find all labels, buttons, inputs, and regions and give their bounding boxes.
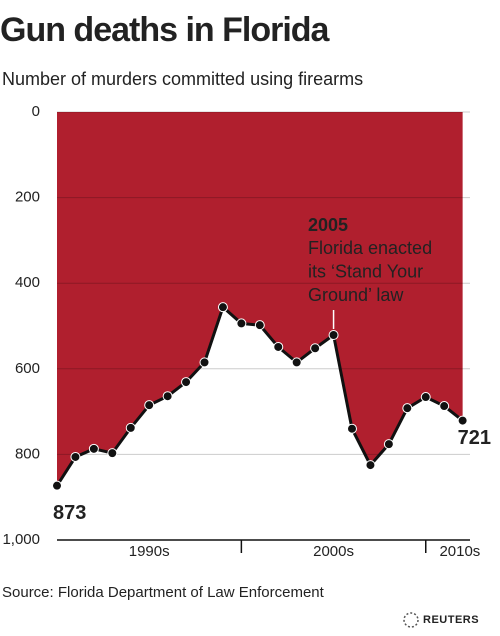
point <box>181 377 192 388</box>
y-tick-label: 400 <box>15 274 40 291</box>
point <box>52 480 62 491</box>
x-period-label: 1990s <box>129 543 170 560</box>
point <box>199 357 210 368</box>
area <box>57 112 463 486</box>
reuters-logo: REUTERS <box>403 612 479 628</box>
x-period-label: 2010s <box>439 543 480 560</box>
point <box>217 302 228 313</box>
point <box>457 415 468 426</box>
point <box>125 422 136 433</box>
point <box>383 439 394 450</box>
chart-subtitle: Number of murders committed using firear… <box>2 69 363 89</box>
x-period-label: 2000s <box>313 543 354 560</box>
point <box>328 329 339 340</box>
point <box>402 403 413 414</box>
point <box>291 357 302 368</box>
annotation-text: its ‘Stand Your <box>308 261 423 281</box>
data-label: 721 <box>458 427 491 449</box>
data-label: 873 <box>53 502 86 524</box>
point <box>88 443 99 454</box>
y-tick-label: 1,000 <box>2 531 40 548</box>
point <box>310 343 321 354</box>
y-tick-label: 0 <box>32 103 40 120</box>
annotation-title: 2005 <box>308 215 348 235</box>
logo-icon <box>403 612 419 628</box>
point <box>236 318 247 329</box>
credit: REUTERS <box>423 614 479 626</box>
annotation-text: Florida enacted <box>308 238 432 258</box>
point <box>162 391 173 402</box>
point <box>107 448 118 459</box>
y-tick-label: 200 <box>15 189 40 206</box>
source: Source: Florida Department of Law Enforc… <box>2 584 325 601</box>
y-tick-label: 800 <box>15 445 40 462</box>
annotation-text: Ground’ law <box>308 285 404 305</box>
point <box>439 401 450 412</box>
point <box>420 392 431 403</box>
chart-title: Gun deaths in Florida <box>0 11 331 49</box>
point <box>365 460 376 471</box>
point <box>347 423 357 434</box>
point <box>254 320 265 331</box>
point <box>273 341 284 352</box>
y-tick-label: 600 <box>15 360 40 377</box>
point <box>70 451 81 462</box>
point <box>144 400 155 411</box>
